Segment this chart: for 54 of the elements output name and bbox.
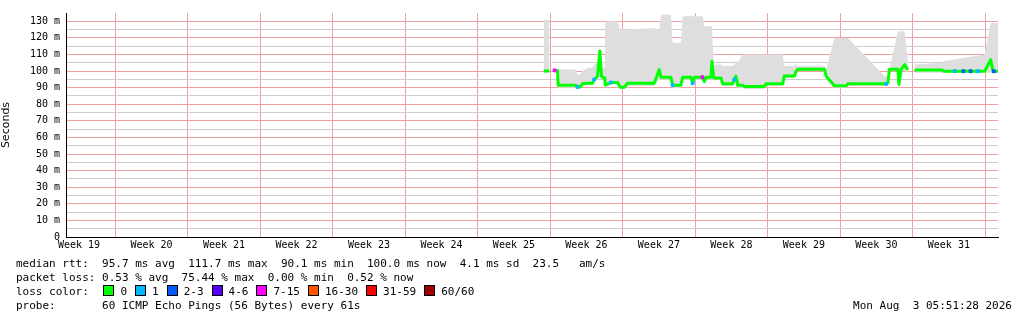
point <box>975 69 980 74</box>
point <box>968 69 973 74</box>
y-tick-label: 110 m <box>29 48 60 60</box>
point <box>575 84 580 89</box>
y-tick-label: 40 m <box>35 164 60 176</box>
point <box>670 83 675 88</box>
point <box>690 81 695 86</box>
x-tick-label: Week 31 <box>927 238 970 250</box>
point <box>991 69 996 74</box>
point <box>952 69 957 73</box>
y-tick-label: 0 <box>53 230 60 242</box>
y-tick-label: 80 m <box>35 97 60 109</box>
x-tick-label: Week 25 <box>492 238 536 250</box>
legend-label: 1 <box>152 285 159 298</box>
y-tick-label: 10 m <box>35 214 60 225</box>
y-axis-title: Seconds <box>0 101 13 149</box>
x-tick-label: Week 30 <box>855 238 898 250</box>
x-tick-label: Week 24 <box>420 238 463 250</box>
x-tick-label: Week 29 <box>782 238 825 250</box>
point <box>608 80 613 85</box>
x-tick-label: Week 23 <box>347 238 391 250</box>
y-tick-label: 130 m <box>29 14 60 26</box>
y-tick-label: 100 m <box>29 64 60 76</box>
point <box>700 75 705 80</box>
y-tick-label: 60 m <box>35 131 60 143</box>
y-tick-label: 50 m <box>35 147 60 159</box>
text: median rtt: 95.7 ms avg 111.7 ms max 90.1 ms min 100.0 ms now 4.1 ms sd 23.5 am/s <box>16 257 606 270</box>
legend-label: 2-3 <box>183 285 204 298</box>
point <box>552 68 557 73</box>
y-tick-label: 120 m <box>29 31 60 43</box>
point <box>884 81 889 86</box>
point <box>961 69 966 74</box>
text: Mon Aug 3 05:51:28 2026 <box>853 299 1012 312</box>
y-tick-label: 90 m <box>35 81 60 93</box>
x-tick-label: Week 27 <box>637 238 680 250</box>
y-tick-label: 70 m <box>35 114 60 126</box>
x-tick-label: Week 21 <box>202 238 246 250</box>
x-tick-label: Week 26 <box>565 238 608 250</box>
legend-label: 31-59 <box>383 285 417 298</box>
y-tick-label: 30 m <box>35 180 60 192</box>
x-tick-label: Week 22 <box>275 238 318 250</box>
x-tick-label: Week 20 <box>130 238 173 250</box>
point <box>592 77 597 82</box>
legend-label: 0 <box>120 285 128 298</box>
legend-label: 16-30 <box>324 285 359 298</box>
legend-title: loss color: <box>16 285 90 298</box>
point <box>732 77 737 82</box>
legend-label: 60/60 <box>441 285 475 298</box>
text: packet loss: 0.53 % avg 75.44 % max 0.00 % min 0.52 % now <box>16 271 414 284</box>
y-tick-label: 20 m <box>35 197 60 209</box>
legend-label: 4-6 <box>228 285 249 298</box>
text: probe: 60 ICMP Echo Pings (56 Bytes) every 61s <box>16 299 361 312</box>
legend-label: 7-15 <box>273 285 300 298</box>
x-tick-label: Week 28 <box>710 238 753 250</box>
